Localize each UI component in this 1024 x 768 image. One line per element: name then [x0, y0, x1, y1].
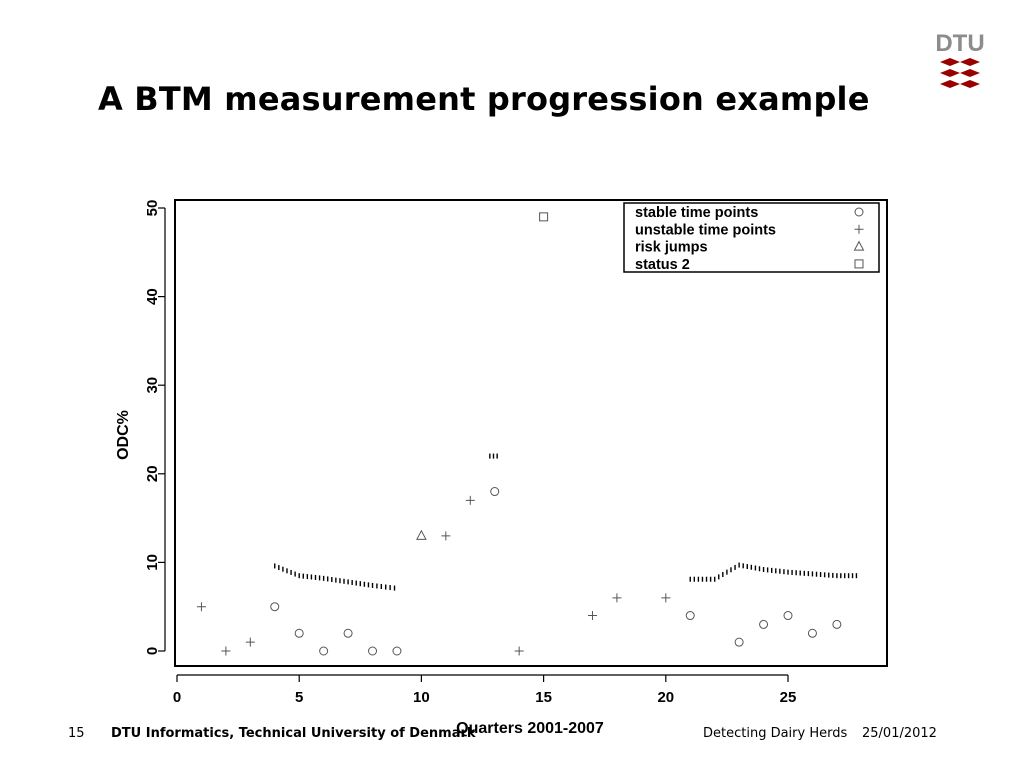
y-tick-label: 10 — [144, 554, 161, 571]
data-point-plus — [661, 593, 671, 603]
data-point-circle — [759, 619, 769, 629]
data-point-plus — [612, 593, 622, 603]
data-point-circle — [270, 602, 280, 612]
data-point-circle — [319, 646, 329, 656]
data-point-triangle — [416, 529, 427, 540]
y-tick-label: 20 — [144, 465, 161, 482]
x-axis: 0 5 10 15 20 25 — [173, 674, 797, 706]
data-point-plus — [465, 495, 475, 505]
x-tick-label: 0 — [173, 689, 181, 706]
data-point-circle — [343, 628, 353, 638]
slide-title: A BTM measurement progression example — [98, 80, 870, 118]
legend-label: unstable time points — [635, 222, 776, 238]
legend-label: risk jumps — [635, 240, 708, 256]
y-tick-label: 30 — [144, 377, 161, 394]
legend-marker-circle — [854, 207, 864, 217]
x-tick-label: 5 — [295, 689, 303, 706]
logo-text: DTU — [936, 30, 984, 57]
data-point-plus — [514, 646, 524, 656]
data-point-circle — [392, 646, 402, 656]
logo-wave — [940, 69, 980, 77]
footer-organization: DTU Informatics, Technical University of… — [111, 726, 476, 741]
y-axis: 0 10 20 30 40 50 — [144, 200, 166, 655]
dtu-logo: DTU — [935, 28, 985, 94]
x-axis-label: Quarters 2001-2007 — [456, 720, 604, 737]
data-point-plus — [245, 637, 255, 647]
data-points — [196, 212, 842, 656]
data-point-plus — [196, 602, 206, 612]
slide-number: 15 — [68, 726, 85, 741]
data-point-circle — [783, 611, 793, 621]
logo-wave — [940, 80, 980, 88]
footer: 15 DTU Informatics, Technical University… — [0, 722, 1024, 746]
logo-waves-icon — [940, 58, 980, 88]
data-point-plus — [441, 531, 451, 541]
data-point-circle — [832, 619, 842, 629]
legend-label: stable time points — [635, 205, 758, 221]
data-point-circle — [294, 628, 304, 638]
legend-marker-triangle — [853, 240, 865, 251]
data-point-circle — [685, 611, 695, 621]
x-tick-label: 20 — [657, 689, 674, 706]
x-tick-label: 25 — [780, 689, 797, 706]
data-point-plus — [587, 611, 597, 621]
legend-label: status 2 — [635, 257, 690, 273]
x-tick-label: 10 — [413, 689, 430, 706]
data-point-plus — [221, 646, 231, 656]
footer-topic: Detecting Dairy Herds — [703, 726, 848, 741]
threshold-lines — [274, 453, 858, 591]
data-point-circle — [807, 628, 817, 638]
footer-date: 25/01/2012 — [862, 726, 937, 741]
logo-wave — [940, 58, 980, 66]
plot-frame — [174, 199, 888, 667]
y-tick-label: 0 — [144, 647, 161, 655]
legend-box — [623, 202, 880, 273]
data-point-square — [539, 212, 549, 222]
y-tick-label: 40 — [144, 288, 161, 305]
legend-marker-plus — [854, 224, 864, 234]
data-point-circle — [368, 646, 378, 656]
y-axis-label: ODC% — [115, 410, 132, 460]
data-point-circle — [734, 637, 744, 647]
data-point-circle — [490, 487, 500, 497]
x-tick-label: 15 — [535, 689, 552, 706]
y-tick-label: 50 — [144, 200, 161, 217]
legend-marker-square — [854, 259, 864, 269]
